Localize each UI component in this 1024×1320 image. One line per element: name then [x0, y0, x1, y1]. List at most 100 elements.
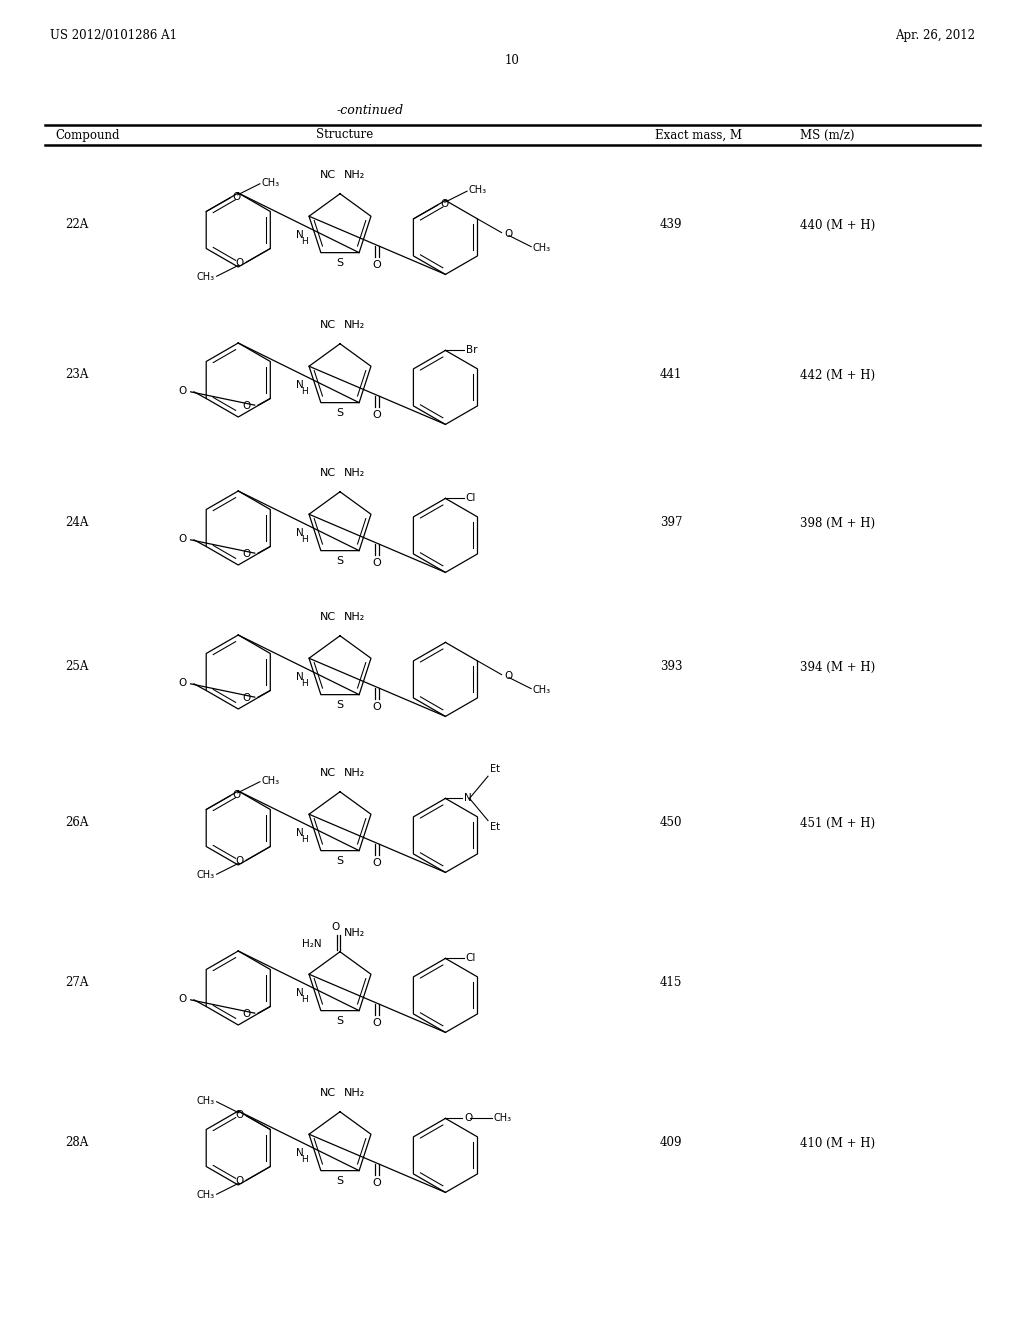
- Text: H₂N: H₂N: [302, 939, 322, 949]
- Text: H: H: [301, 1155, 308, 1164]
- Text: O: O: [373, 260, 382, 271]
- Text: O: O: [373, 411, 382, 420]
- Text: H: H: [301, 236, 308, 246]
- Text: Structure: Structure: [316, 128, 374, 141]
- Text: Exact mass, M: Exact mass, M: [655, 128, 742, 141]
- Text: O: O: [242, 1008, 250, 1019]
- Text: NH₂: NH₂: [344, 768, 366, 777]
- Text: 451 (M + H): 451 (M + H): [800, 817, 876, 829]
- Text: NH₂: NH₂: [344, 928, 366, 937]
- Text: CH₃: CH₃: [197, 1096, 215, 1106]
- Text: NC: NC: [319, 611, 336, 622]
- Text: MS (m/z): MS (m/z): [800, 128, 854, 141]
- Text: 409: 409: [660, 1137, 683, 1150]
- Text: H: H: [301, 834, 308, 843]
- Text: CH₃: CH₃: [262, 776, 280, 785]
- Text: 440 (M + H): 440 (M + H): [800, 219, 876, 231]
- Text: O: O: [504, 228, 512, 239]
- Text: O: O: [440, 199, 449, 209]
- Text: O: O: [504, 671, 512, 681]
- Text: NH₂: NH₂: [344, 1088, 366, 1098]
- Text: O: O: [373, 702, 382, 713]
- Text: N: N: [296, 672, 303, 682]
- Text: 439: 439: [660, 219, 683, 231]
- Text: NC: NC: [319, 768, 336, 777]
- Text: O: O: [242, 549, 250, 558]
- Text: Et: Et: [489, 764, 500, 775]
- Text: N: N: [296, 230, 303, 240]
- Text: Compound: Compound: [55, 128, 120, 141]
- Text: US 2012/0101286 A1: US 2012/0101286 A1: [50, 29, 177, 41]
- Text: S: S: [337, 257, 344, 268]
- Text: 410 (M + H): 410 (M + H): [800, 1137, 876, 1150]
- Text: H: H: [301, 678, 308, 688]
- Text: S: S: [337, 1176, 344, 1185]
- Text: H: H: [301, 995, 308, 1003]
- Text: O: O: [373, 1179, 382, 1188]
- Text: CH₃: CH₃: [534, 685, 551, 694]
- Text: CH₃: CH₃: [262, 178, 280, 187]
- Text: O: O: [236, 1110, 244, 1119]
- Text: Br: Br: [466, 346, 477, 355]
- Text: O: O: [373, 558, 382, 569]
- Text: Et: Et: [489, 822, 500, 833]
- Text: O: O: [236, 857, 244, 866]
- Text: S: S: [337, 556, 344, 566]
- Text: NC: NC: [319, 1088, 336, 1098]
- Text: NC: NC: [319, 170, 336, 180]
- Text: 442 (M + H): 442 (M + H): [800, 368, 876, 381]
- Text: -continued: -continued: [337, 103, 403, 116]
- Text: 415: 415: [660, 977, 682, 990]
- Text: 397: 397: [660, 516, 683, 529]
- Text: 26A: 26A: [65, 817, 88, 829]
- Text: O: O: [464, 1113, 472, 1123]
- Text: O: O: [232, 789, 241, 800]
- Text: S: S: [337, 855, 344, 866]
- Text: CH₃: CH₃: [197, 870, 215, 880]
- Text: NH₂: NH₂: [344, 611, 366, 622]
- Text: N: N: [296, 528, 303, 537]
- Text: H: H: [301, 535, 308, 544]
- Text: 24A: 24A: [65, 516, 88, 529]
- Text: O: O: [236, 1176, 244, 1187]
- Text: NH₂: NH₂: [344, 467, 366, 478]
- Text: 25A: 25A: [65, 660, 88, 673]
- Text: O: O: [232, 191, 241, 202]
- Text: N: N: [296, 380, 303, 389]
- Text: S: S: [337, 700, 344, 710]
- Text: O: O: [373, 858, 382, 869]
- Text: CH₃: CH₃: [534, 243, 551, 252]
- Text: CH₃: CH₃: [469, 185, 487, 195]
- Text: N: N: [296, 1148, 303, 1158]
- Text: O: O: [178, 994, 186, 1005]
- Text: 393: 393: [660, 660, 683, 673]
- Text: 22A: 22A: [65, 219, 88, 231]
- Text: N: N: [296, 828, 303, 838]
- Text: H: H: [301, 387, 308, 396]
- Text: 10: 10: [505, 54, 519, 66]
- Text: O: O: [178, 385, 186, 396]
- Text: Cl: Cl: [466, 953, 476, 964]
- Text: 450: 450: [660, 817, 683, 829]
- Text: 394 (M + H): 394 (M + H): [800, 660, 876, 673]
- Text: O: O: [242, 401, 250, 411]
- Text: NH₂: NH₂: [344, 170, 366, 180]
- Text: O: O: [178, 535, 186, 544]
- Text: Apr. 26, 2012: Apr. 26, 2012: [895, 29, 975, 41]
- Text: CH₃: CH₃: [197, 272, 215, 282]
- Text: S: S: [337, 408, 344, 417]
- Text: 441: 441: [660, 368, 682, 381]
- Text: 23A: 23A: [65, 368, 88, 381]
- Text: N: N: [464, 793, 472, 804]
- Text: O: O: [178, 678, 186, 688]
- Text: CH₃: CH₃: [494, 1113, 512, 1123]
- Text: O: O: [373, 1018, 382, 1028]
- Text: 398 (M + H): 398 (M + H): [800, 516, 876, 529]
- Text: N: N: [296, 987, 303, 998]
- Text: NH₂: NH₂: [344, 319, 366, 330]
- Text: O: O: [242, 693, 250, 702]
- Text: CH₃: CH₃: [197, 1191, 215, 1200]
- Text: 28A: 28A: [65, 1137, 88, 1150]
- Text: 27A: 27A: [65, 977, 88, 990]
- Text: O: O: [332, 921, 340, 932]
